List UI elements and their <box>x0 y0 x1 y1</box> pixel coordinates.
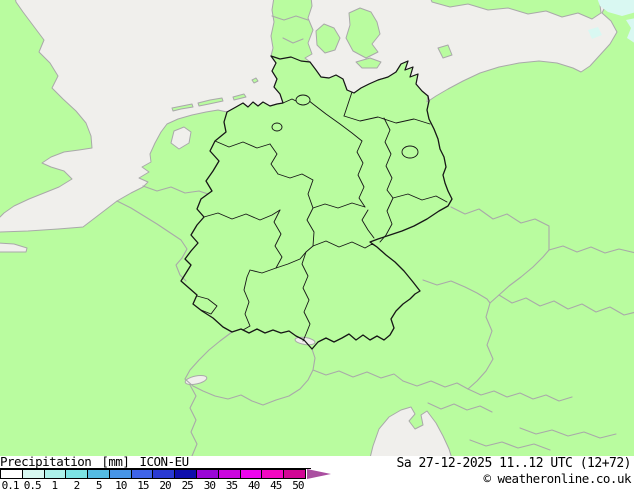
legend-scale-block: Precipitation [mm] ICON-EU 0.1 0.5 1 2 5 10 15 20… <box>0 454 336 490</box>
legend-title: Precipitation [mm] ICON-EU <box>0 454 311 469</box>
scale-segment <box>153 470 176 478</box>
scale-segment <box>240 470 263 478</box>
seine-estuary <box>0 242 28 253</box>
scale-segment <box>22 470 45 478</box>
legend: Precipitation [mm] ICON-EU 0.1 0.5 1 2 5 10 15 20… <box>0 454 634 490</box>
scale-segment <box>284 470 305 478</box>
legend-model-label: ICON-EU <box>139 454 189 469</box>
german-state-borders <box>196 91 448 342</box>
scale-segment <box>262 470 285 478</box>
scale-label: 0.1 <box>1 479 20 490</box>
color-scale-labels: 0.1 0.5 1 2 5 10 15 20 25 30 35 40 45 50 <box>0 479 309 490</box>
lake-geneva <box>184 374 208 386</box>
scale-segment <box>44 470 67 478</box>
frisian-islands <box>171 77 259 112</box>
scale-arrow <box>307 469 331 479</box>
land-sweden-coast <box>430 0 602 20</box>
berlin-region <box>401 145 419 159</box>
country-borders <box>116 15 634 457</box>
legend-info-block: Sa 27-12-2025 11..12 UTC (12+72) © weath… <box>396 456 632 487</box>
legend-parameter-label: Precipitation <box>0 454 92 469</box>
scale-label: 2 <box>73 479 81 490</box>
scale-label: 30 <box>203 479 216 490</box>
scale-segment <box>1 470 23 478</box>
scale-segment <box>131 470 154 478</box>
scale-label: 5 <box>95 479 103 490</box>
precipitation-patches <box>588 0 634 43</box>
lake-ijsselmeer <box>170 126 192 150</box>
scale-label: 35 <box>225 479 238 490</box>
scale-segment <box>88 470 110 478</box>
scale-segment <box>66 470 89 478</box>
hamburg-region <box>295 94 311 106</box>
scale-label: 0.5 <box>23 479 42 490</box>
scale-label: 50 <box>292 479 304 490</box>
bremen-region <box>271 122 283 132</box>
scale-label: 10 <box>115 479 127 490</box>
scale-segment <box>218 470 241 478</box>
lakes <box>0 2 630 386</box>
scale-segment <box>197 470 219 478</box>
scale-segment <box>175 470 198 478</box>
scale-label: 25 <box>181 479 194 490</box>
scale-label: 45 <box>270 479 282 490</box>
legend-unit-label: [mm] <box>101 454 130 469</box>
danish-islands <box>315 7 453 69</box>
color-scale-segments <box>0 469 306 479</box>
scale-label: 15 <box>137 479 149 490</box>
germany-coastline <box>226 55 429 113</box>
land-great-britain <box>0 0 93 218</box>
scale-label: 1 <box>51 479 59 490</box>
scale-segment <box>109 470 132 478</box>
copyright: © weatheronline.co.uk <box>483 471 631 486</box>
color-scale <box>0 469 336 479</box>
scale-label: 40 <box>247 479 260 490</box>
forecast-datetime: Sa 27-12-2025 11..12 UTC (12+72) <box>396 456 632 471</box>
germany-national-border <box>180 95 453 350</box>
scale-label: 20 <box>159 479 171 490</box>
